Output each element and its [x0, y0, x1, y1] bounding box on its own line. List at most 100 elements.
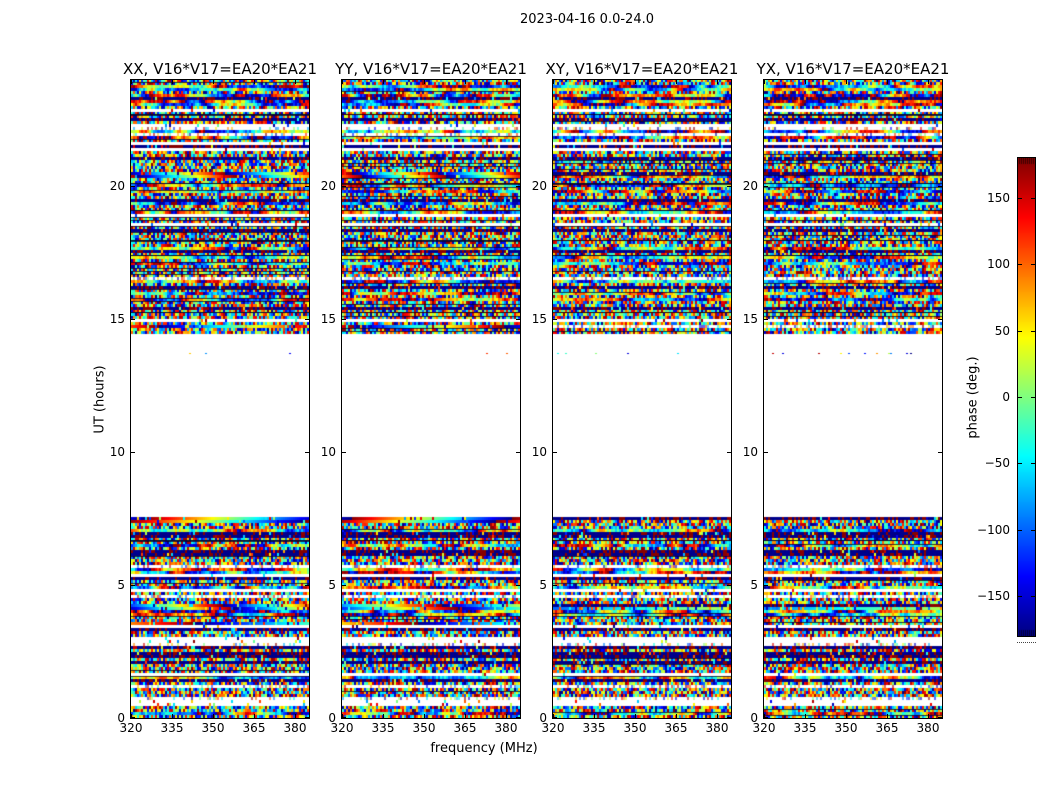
colorbar-tick-label: −50: [984, 456, 1010, 470]
x-tickmark: [506, 80, 507, 84]
plot-frame-yy: [341, 79, 521, 719]
x-tickmark: [383, 80, 384, 84]
x-tickmark: [928, 80, 929, 84]
x-axis-label: frequency (MHz): [430, 741, 538, 756]
y-tickmark: [131, 319, 135, 320]
y-tickmark: [516, 319, 520, 320]
x-tick-label: 380: [705, 721, 729, 735]
x-tickmark: [131, 80, 132, 84]
x-tickmark: [805, 714, 806, 718]
x-tickmark: [764, 80, 765, 84]
x-tick-label: 350: [834, 721, 858, 735]
colorbar-tickmark: [1031, 397, 1035, 398]
x-tickmark: [676, 80, 677, 84]
y-tick-label: 5: [539, 578, 547, 592]
y-tick-label: 0: [539, 711, 547, 725]
y-tick-label: 10: [531, 445, 547, 459]
y-tickmark: [727, 319, 731, 320]
colorbar-tick-label: 150: [987, 191, 1010, 205]
y-tickmark: [342, 717, 346, 718]
y-tickmark: [553, 585, 557, 586]
colorbar-tickmark: [1018, 397, 1022, 398]
x-tickmark: [717, 714, 718, 718]
y-tick-label: 15: [320, 312, 336, 326]
x-tick-label: 320: [541, 721, 565, 735]
heatmap-yy: [342, 80, 520, 718]
x-tick-label: 365: [453, 721, 477, 735]
x-tickmark: [342, 80, 343, 84]
y-tickmark: [131, 452, 135, 453]
x-tick-label: 335: [582, 721, 606, 735]
x-tickmark: [553, 714, 554, 718]
colorbar-tickmark: [1031, 530, 1035, 531]
y-tickmark: [516, 452, 520, 453]
x-tickmark: [635, 714, 636, 718]
y-tick-label: 10: [742, 445, 758, 459]
colorbar-tick-label: −150: [977, 589, 1010, 603]
y-tickmark: [131, 717, 135, 718]
x-tickmark: [342, 714, 343, 718]
x-tick-label: 380: [494, 721, 518, 735]
y-tickmark: [764, 717, 768, 718]
x-tickmark: [172, 80, 173, 84]
y-tick-label: 20: [109, 179, 125, 193]
colorbar-tickmark: [1018, 198, 1022, 199]
y-tick-label: 10: [320, 445, 336, 459]
y-tickmark: [938, 452, 942, 453]
x-tick-label: 320: [330, 721, 354, 735]
x-tickmark: [383, 714, 384, 718]
subplot-title-yx: YX, V16*V17=EA20*EA21: [756, 60, 950, 78]
y-tick-label: 15: [742, 312, 758, 326]
x-tick-label: 380: [916, 721, 940, 735]
subplot-title-xy: XY, V16*V17=EA20*EA21: [545, 60, 739, 78]
y-tickmark: [131, 585, 135, 586]
y-tickmark: [305, 585, 309, 586]
x-tickmark: [887, 714, 888, 718]
heatmap-xx: [131, 80, 309, 718]
heatmap-xy: [553, 80, 731, 718]
x-tickmark: [553, 80, 554, 84]
colorbar-frame: [1017, 157, 1036, 637]
y-tickmark: [938, 186, 942, 187]
y-tickmark: [342, 186, 346, 187]
x-tickmark: [254, 80, 255, 84]
x-tickmark: [424, 80, 425, 84]
y-tickmark: [553, 319, 557, 320]
x-tickmark: [131, 714, 132, 718]
subplot-title-xx: XX, V16*V17=EA20*EA21: [122, 60, 317, 78]
colorbar-tickmark: [1031, 331, 1035, 332]
x-tickmark: [676, 714, 677, 718]
figure-title: 2023-04-16 0.0-24.0: [520, 12, 654, 27]
y-tick-label: 20: [320, 179, 336, 193]
x-tickmark: [928, 714, 929, 718]
y-tickmark: [553, 452, 557, 453]
y-tickmark: [764, 585, 768, 586]
colorbar-tick-label: 50: [994, 324, 1010, 338]
y-tickmark: [305, 319, 309, 320]
y-tickmark: [553, 186, 557, 187]
y-tick-label: 20: [531, 179, 547, 193]
y-tick-label: 5: [750, 578, 758, 592]
y-tickmark: [938, 319, 942, 320]
x-tick-label: 365: [242, 721, 266, 735]
x-tick-label: 320: [752, 721, 776, 735]
y-tickmark: [131, 186, 135, 187]
y-tick-label: 0: [117, 711, 125, 725]
x-tickmark: [172, 714, 173, 718]
y-tick-label: 15: [531, 312, 547, 326]
x-tick-label: 320: [119, 721, 143, 735]
x-tickmark: [594, 80, 595, 84]
colorbar-tickmark: [1018, 596, 1022, 597]
y-tick-label: 0: [328, 711, 336, 725]
x-tick-label: 335: [793, 721, 817, 735]
y-tick-label: 5: [117, 578, 125, 592]
x-tickmark: [213, 80, 214, 84]
y-tickmark: [938, 717, 942, 718]
y-tickmark: [764, 319, 768, 320]
x-tickmark: [295, 714, 296, 718]
colorbar-tickmark: [1018, 331, 1022, 332]
y-tickmark: [516, 186, 520, 187]
y-tick-label: 10: [109, 445, 125, 459]
y-tickmark: [938, 585, 942, 586]
